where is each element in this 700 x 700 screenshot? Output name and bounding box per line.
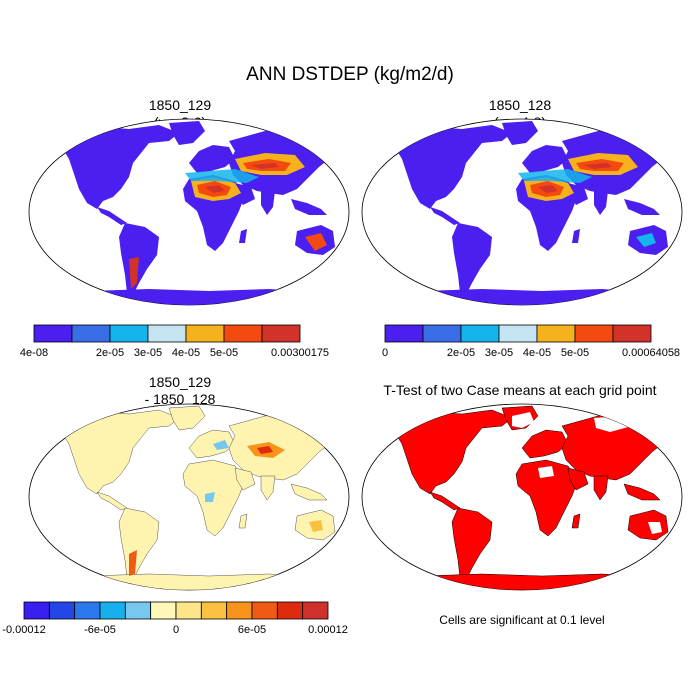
colorbar-2: 0 2e-05 3e-05 4e-05 5e-05 0.00064058	[382, 324, 680, 359]
cb1-label: 4e-08	[20, 347, 48, 359]
cb2-swatch	[574, 324, 614, 343]
cb1-label: 2e-05	[96, 347, 124, 359]
cb1-label: 4e-05	[172, 347, 200, 359]
map-3-europe-negative	[213, 440, 229, 450]
significance-note: Cells are significant at 0.1 level	[439, 613, 605, 627]
cb3-swatch	[302, 601, 329, 620]
cb3-swatch	[23, 601, 50, 620]
cb1-swatch	[109, 324, 149, 343]
cb3-swatch	[99, 601, 126, 620]
panel-3-title-line2: - 1850_128	[144, 391, 216, 407]
map-3-australia	[309, 520, 323, 532]
colorbar-1: 4e-08 2e-05 3e-05 4e-05 5e-05 0.00300175	[20, 324, 329, 359]
map-panel-3	[28, 403, 350, 591]
map-3-asia-strong	[257, 446, 273, 454]
panel-3-title: 1850_129 - 1850_128	[10, 374, 350, 408]
map-4-gap-4	[648, 522, 662, 534]
cb1-swatch	[33, 324, 73, 343]
cb2-swatch	[384, 324, 424, 343]
map-4-gap-3	[538, 466, 554, 478]
cb3-swatch	[74, 601, 101, 620]
map-3-africa-negative	[205, 492, 215, 502]
cb2-label: 4e-05	[523, 347, 551, 359]
cb3-swatch	[276, 601, 304, 620]
figure-title: ANN DSTDEP (kg/m2/d)	[246, 64, 454, 85]
cb3-label: 6e-05	[238, 624, 266, 636]
cb1-swatch	[71, 324, 111, 343]
cb1-swatch	[223, 324, 263, 343]
cb3-label: 0.00012	[308, 624, 348, 636]
colorbar-3: -0.00012 -6e-05 0 6e-05 0.00012	[2, 601, 348, 636]
map-4-gap-1	[512, 412, 534, 428]
cb3-swatch	[150, 601, 177, 620]
cb1-swatch	[261, 324, 301, 343]
cb3-label: 0	[173, 624, 179, 636]
panel-3-title-line1: 1850_129	[148, 374, 212, 390]
map-3-patagonia	[129, 550, 137, 576]
cb3-swatch	[251, 601, 278, 620]
cb2-label: 3e-05	[485, 347, 513, 359]
panel-1-title-line1: 1850_129	[148, 97, 212, 113]
panel-4-title: T-Test of two Case means at each grid po…	[350, 382, 690, 399]
cb2-swatch	[536, 324, 576, 343]
cb1-swatch	[185, 324, 225, 343]
cb3-label: -6e-05	[84, 624, 116, 636]
map-panel-2	[361, 118, 683, 306]
cb1-label: 3e-05	[134, 347, 162, 359]
cb3-swatch	[48, 601, 76, 620]
panel-2-title-line1: 1850_128	[488, 97, 552, 113]
cb2-swatch	[460, 324, 500, 343]
map-1-patagonia	[129, 257, 139, 289]
cb3-swatch	[175, 601, 202, 620]
cb3-swatch	[124, 601, 152, 620]
cb3-label: -0.00012	[2, 624, 45, 636]
map-2-australia-dust	[636, 233, 656, 247]
cb2-label: 5e-05	[561, 347, 589, 359]
cb1-label: 5e-05	[210, 347, 238, 359]
cb2-label: 2e-05	[447, 347, 475, 359]
cb2-label: 0	[382, 347, 388, 359]
cb2-swatch	[612, 324, 652, 343]
cb2-swatch	[498, 324, 538, 343]
cb2-swatch	[422, 324, 462, 343]
panel-4-title-line1: T-Test of two Case means at each grid po…	[383, 382, 657, 398]
cb1-label: 0.00300175	[271, 347, 329, 359]
map-panel-4	[361, 403, 683, 591]
cb1-swatch	[147, 324, 187, 343]
map-panel-1	[28, 118, 350, 306]
map-1-australia-hot	[305, 233, 327, 251]
cb3-swatch	[226, 601, 253, 620]
cb2-label: 0.00064058	[622, 347, 680, 359]
cb3-swatch	[200, 601, 228, 620]
